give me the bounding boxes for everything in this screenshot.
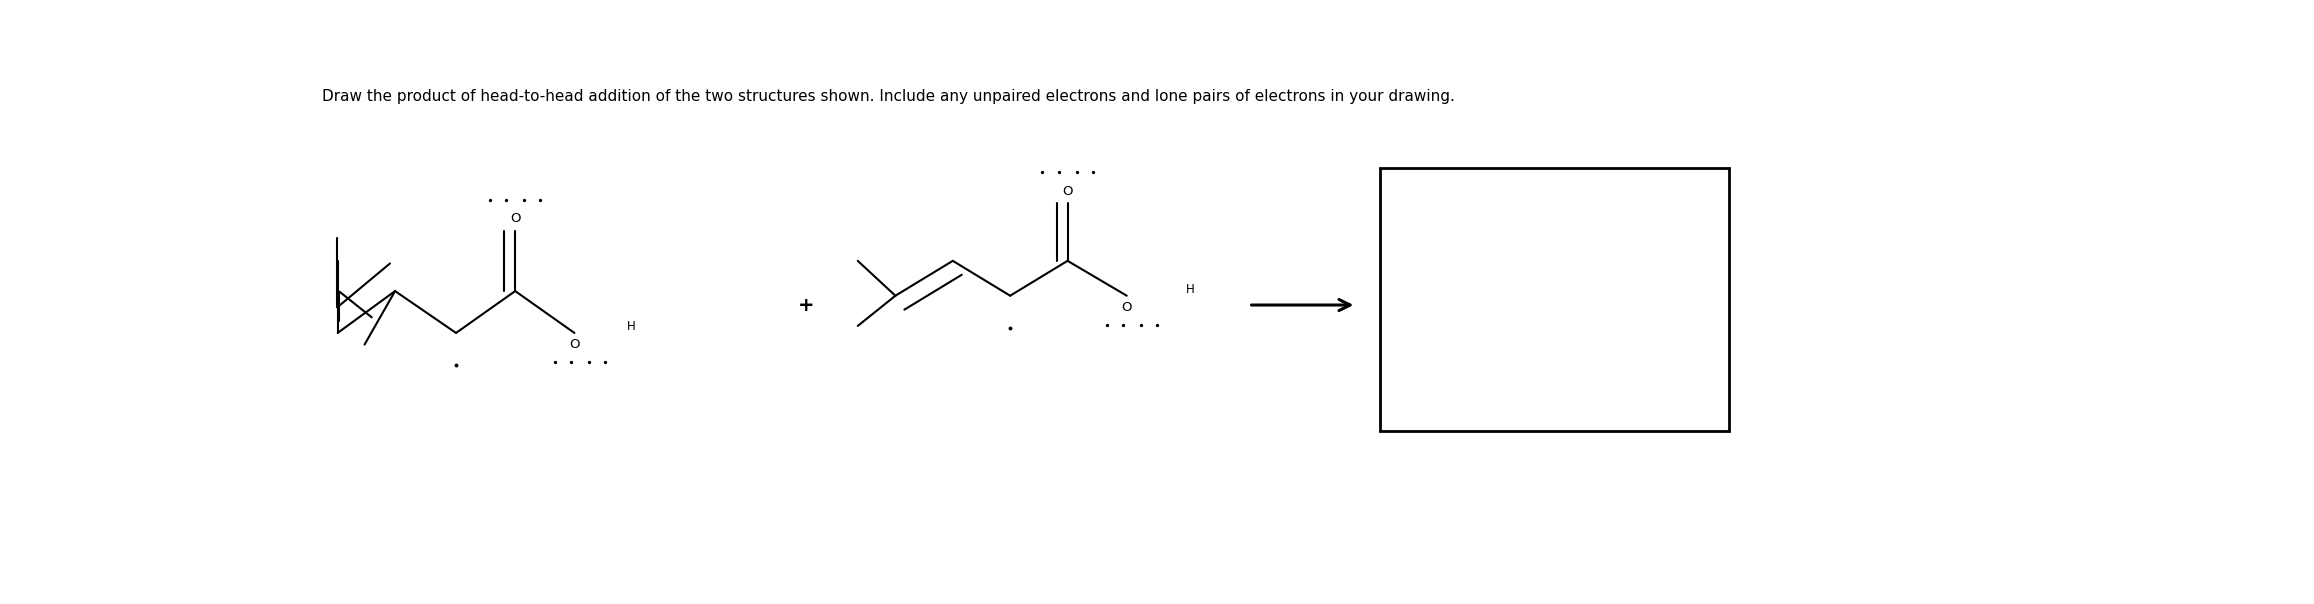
Text: O: O bbox=[569, 338, 578, 351]
Text: O: O bbox=[1062, 185, 1074, 198]
Text: H: H bbox=[1185, 283, 1194, 296]
Text: Draw the product of head-to-head addition of the two structures shown. Include a: Draw the product of head-to-head additio… bbox=[322, 89, 1456, 104]
FancyBboxPatch shape bbox=[1379, 168, 1729, 431]
Text: O: O bbox=[509, 213, 521, 225]
Text: H: H bbox=[627, 320, 634, 333]
Text: +: + bbox=[798, 295, 815, 315]
Text: O: O bbox=[1122, 301, 1132, 314]
